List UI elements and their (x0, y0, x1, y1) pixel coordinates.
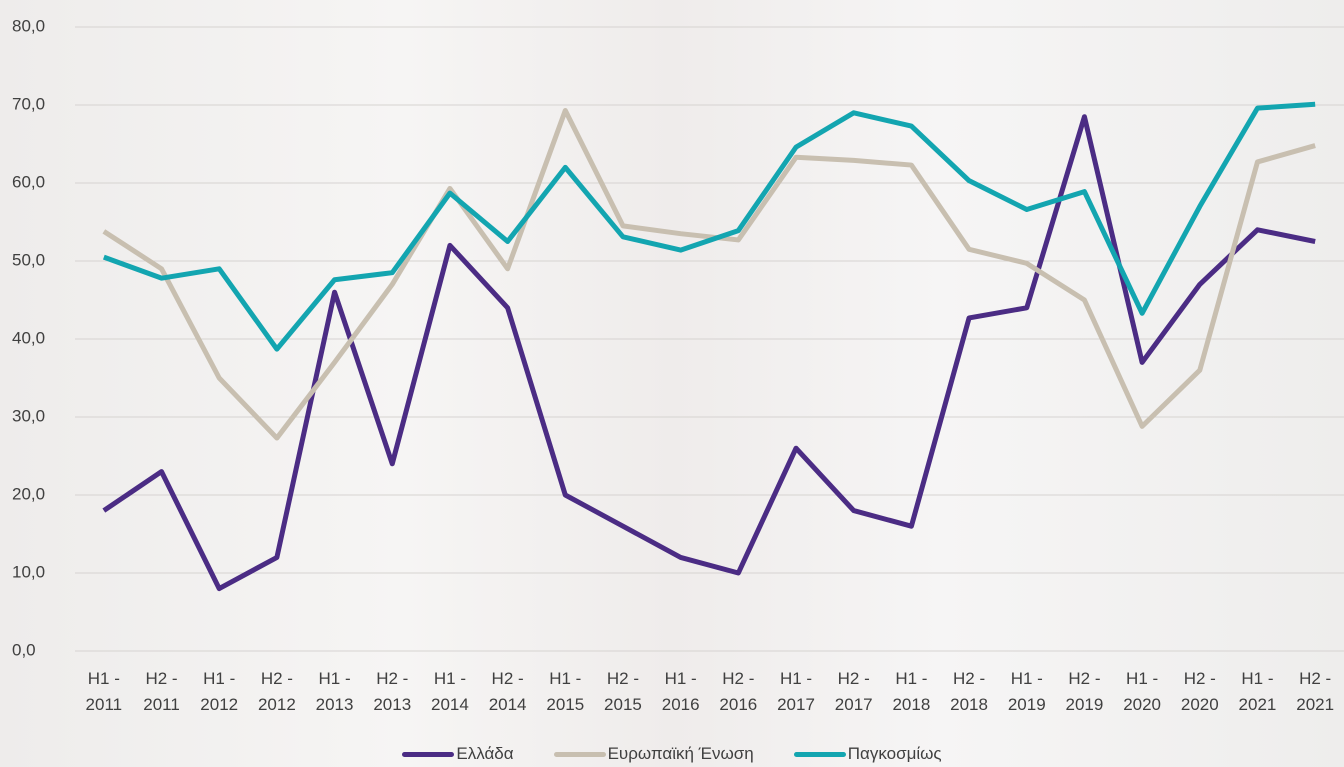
legend-label: Παγκοσμίως (847, 744, 942, 763)
x-tick-label: H1 - 2014 (431, 669, 469, 714)
x-tick-label: H1 - 2016 (661, 669, 700, 714)
x-tick-label: H2 - 2011 (143, 669, 180, 714)
x-tick-label: H2 - 2012 (257, 669, 296, 714)
x-tick-label: H2 - 2019 (1065, 669, 1104, 714)
x-tick-label: H2 - 2016 (719, 669, 758, 714)
x-tick-label: H1 - 2011 (85, 669, 123, 714)
x-tick-label: H2 - 2018 (950, 669, 988, 714)
x-tick-label: H1 - 2015 (546, 669, 585, 714)
x-tick-label: H1 - 2012 (200, 669, 239, 714)
y-tick-label: 80,0 (12, 16, 45, 35)
y-tick-label: 60,0 (12, 172, 45, 191)
series-line (102, 114, 1316, 592)
series-line (102, 107, 1316, 441)
series-line (102, 101, 1316, 352)
y-tick-label: 0,0 (12, 640, 36, 659)
x-tick-label: H2 - 2015 (604, 669, 642, 714)
x-tick-label: H1 - 2020 (1123, 669, 1162, 714)
legend-item: Ελλάδα (402, 744, 514, 764)
legend-swatch (793, 751, 846, 757)
legend-label: Ευρωπαϊκή Ένωση (607, 744, 754, 763)
legend-item: Παγκοσμίως (793, 744, 942, 764)
x-tick-label: H1 - 2019 (1007, 669, 1046, 714)
legend-swatch (553, 751, 606, 757)
legend: Ελλάδα Ευρωπαϊκή Ένωση Παγκοσμίως (0, 744, 1344, 764)
legend-item: Ευρωπαϊκή Ένωση (553, 744, 754, 764)
y-tick-label: 30,0 (12, 406, 45, 425)
legend-label: Ελλάδα (456, 744, 514, 763)
x-tick-label: H1 - 2018 (892, 669, 931, 714)
x-tick-label: H2 - 2017 (834, 669, 873, 714)
y-tick-label: 40,0 (12, 328, 45, 347)
x-tick-label: H2 - 2014 (488, 669, 527, 714)
y-tick-label: 20,0 (12, 484, 45, 503)
y-tick-label: 70,0 (12, 94, 45, 113)
x-tick-label: H1 - 2013 (315, 669, 354, 714)
x-tick-label: H1 - 2017 (777, 669, 815, 714)
x-tick-label: H1 - 2021 (1238, 669, 1277, 714)
legend-swatch (402, 751, 455, 757)
x-tick-label: H2 - 2021 (1296, 669, 1335, 714)
y-tick-label: 10,0 (12, 562, 45, 581)
x-tick-label: H2 - 2013 (373, 669, 412, 714)
x-tick-label: H2 - 2020 (1180, 669, 1219, 714)
y-tick-label: 50,0 (12, 250, 45, 269)
